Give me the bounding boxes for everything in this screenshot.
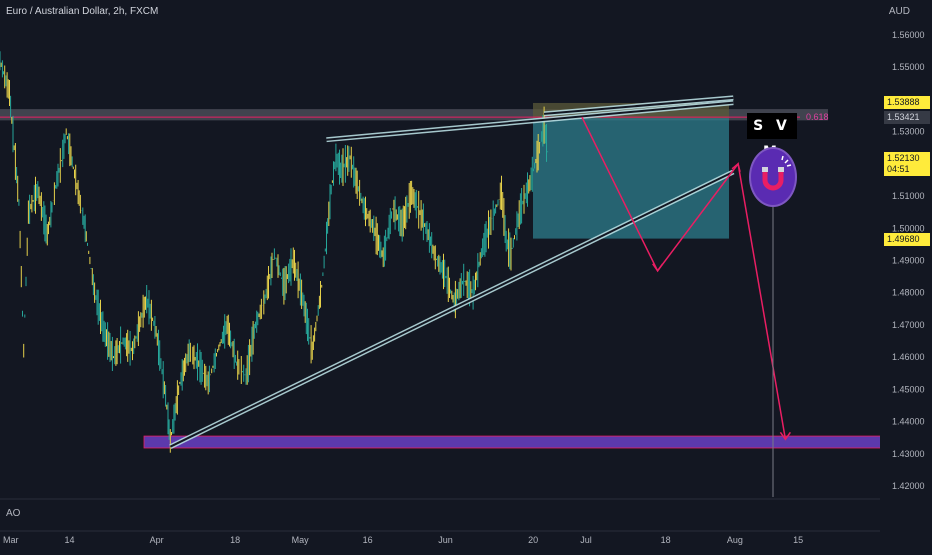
price-tag-projection: 1.49680 [884, 233, 930, 246]
y-tick-label: 1.42000 [892, 481, 925, 491]
price-axis-panel [880, 0, 932, 550]
y-tick-label: 1.45000 [892, 384, 925, 394]
y-tick-label: 1.50000 [892, 223, 925, 233]
x-tick-label: 18 [230, 535, 240, 545]
bar-countdown: 04:51 [887, 164, 910, 174]
arrow-head [731, 162, 741, 173]
y-tick-label: 1.47000 [892, 320, 925, 330]
price-tag-resistance: 1.53421 [884, 111, 930, 124]
x-tick-label: Apr [150, 535, 164, 545]
svm-logo: S V M [747, 113, 797, 160]
x-tick-label: Jul [580, 535, 592, 545]
y-tick-label: 1.43000 [892, 449, 925, 459]
current-price: 1.52130 [887, 153, 920, 163]
indicator-label[interactable]: AO [6, 508, 21, 519]
y-tick-label: 1.49000 [892, 256, 925, 266]
ascending-trendline-inner [169, 171, 734, 448]
x-tick-label: 18 [661, 535, 671, 545]
x-tick-label: Aug [727, 535, 743, 545]
price-series [0, 51, 549, 453]
fib-level-label: 0.618 [806, 112, 829, 122]
y-tick-label: 1.46000 [892, 352, 925, 362]
x-tick-label: 14 [65, 535, 75, 545]
y-tick-label: 1.56000 [892, 30, 925, 40]
y-tick-label: 1.48000 [892, 288, 925, 298]
y-tick-label: 1.55000 [892, 62, 925, 72]
zone-resistance [0, 109, 828, 121]
arrow-head [652, 263, 664, 273]
magnet-badge [749, 147, 797, 207]
symbol-title[interactable]: Euro / Australian Dollar, 2h, FXCM [6, 6, 159, 17]
projection-path [581, 116, 787, 440]
drawings [169, 95, 791, 497]
upper-trendline-2-inner [544, 96, 734, 115]
x-tick-label: 15 [793, 535, 803, 545]
x-tick-label: Jun [438, 535, 453, 545]
price-tag-current: 1.52130 04:51 [884, 152, 930, 176]
magnet-icon [762, 155, 792, 191]
y-tick-label: 1.53000 [892, 127, 925, 137]
zone-support [143, 435, 887, 449]
currency-label: AUD [888, 6, 910, 17]
x-tick-label: May [292, 535, 310, 545]
y-tick-label: 1.44000 [892, 417, 925, 427]
price-tag-resistance-top: 1.53888 [884, 96, 930, 109]
y-tick-label: 1.51000 [892, 191, 925, 201]
x-tick-label: 20 [528, 535, 538, 545]
arrow-head [779, 431, 791, 441]
upper-trendline-inner [326, 101, 734, 141]
x-tick-label: Mar [3, 535, 19, 545]
x-tick-label: 16 [363, 535, 373, 545]
